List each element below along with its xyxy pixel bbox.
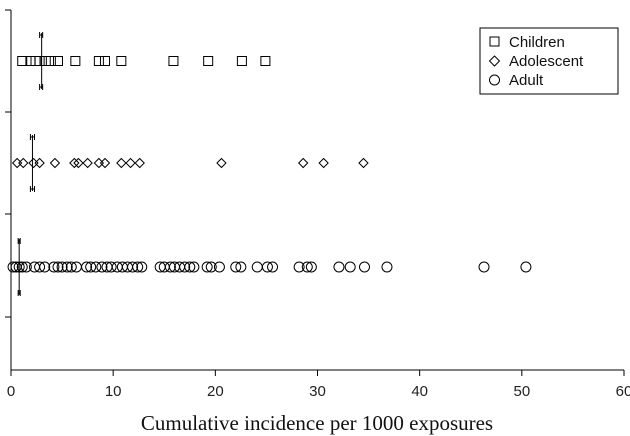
adolescent-data-point — [358, 157, 369, 169]
adult-data-point — [267, 261, 279, 273]
adult-data-point — [96, 261, 108, 273]
children-data-point — [116, 56, 127, 66]
adolescent-data-point — [11, 157, 23, 169]
adult-data-point — [132, 261, 144, 273]
adult-data-point — [127, 261, 139, 273]
legend-label-adult: Adult — [509, 72, 544, 89]
legend-item-children: Children — [489, 34, 565, 51]
adult-data-point — [358, 261, 370, 273]
children-data-point — [34, 56, 45, 66]
adult-data-point — [301, 261, 313, 273]
adult-data-point — [235, 261, 247, 273]
adult-data-point — [184, 261, 196, 273]
diamond-marker-icon — [488, 55, 501, 67]
adult-data-point — [65, 261, 77, 273]
adolescent-data-point — [73, 157, 84, 169]
children-data-point — [99, 56, 110, 66]
adult-data-point — [305, 261, 317, 273]
square-marker-icon — [489, 36, 500, 47]
plot-area: 0 10 20 30 40 50 60 — [5, 9, 630, 400]
adolescent-data-point — [125, 157, 136, 169]
x-tick-label: 20 — [207, 383, 224, 400]
adolescent-data-point — [93, 157, 105, 169]
adolescent-data-point — [297, 157, 309, 169]
legend-label-adolescent: Adolescent — [509, 53, 584, 70]
adult-data-point — [333, 261, 345, 273]
legend-label-children: Children — [509, 34, 565, 51]
adolescent-data-point — [34, 157, 45, 169]
adult-data-point — [179, 261, 191, 273]
adult-data-point — [261, 261, 273, 273]
adult-data-point — [56, 261, 68, 273]
children-data-point — [17, 56, 28, 66]
adult-data-point — [293, 261, 305, 273]
children-data-point — [93, 56, 104, 66]
children-data-point — [25, 56, 36, 66]
adult-data-point — [81, 261, 93, 273]
adult-data-point — [39, 261, 51, 273]
adult-data-point — [48, 261, 60, 273]
children-data-point — [45, 56, 56, 66]
adult-data-point — [520, 261, 532, 273]
adolescent-data-point — [18, 157, 29, 169]
adolescent-data-point — [99, 157, 111, 169]
x-tick-label: 30 — [309, 383, 326, 400]
x-axis-title: Cumulative incidence per 1000 exposures — [141, 411, 493, 435]
adult-data-point — [105, 261, 117, 273]
adult-data-point — [164, 261, 176, 273]
adult-data-point — [201, 261, 213, 273]
adult-data-point — [20, 261, 32, 273]
adolescent-data-point — [116, 157, 127, 169]
children-data-point — [52, 56, 63, 66]
adolescent-data-point — [49, 157, 61, 169]
adult-data-point — [34, 261, 46, 273]
circle-marker-icon — [489, 74, 500, 86]
adult-data-point — [478, 261, 490, 273]
legend-item-adult: Adult — [489, 72, 544, 89]
adult-data-point — [61, 261, 73, 273]
adult-data-point — [251, 261, 263, 273]
adult-data-point — [7, 261, 19, 273]
x-tick-label: 10 — [105, 383, 122, 400]
adult-data-point — [90, 261, 102, 273]
adult-data-point — [16, 261, 28, 273]
adult-data-point — [230, 261, 242, 273]
children-data-point — [260, 56, 271, 66]
children-data-point — [40, 56, 51, 66]
adolescent-data-point — [134, 157, 145, 169]
adult-data-point — [188, 261, 200, 273]
adolescent-data-point — [28, 157, 39, 169]
adult-data-point — [344, 261, 356, 273]
adult-data-point — [381, 261, 393, 273]
adult-data-point — [213, 261, 225, 273]
children-data-point — [70, 56, 81, 66]
x-tick-label: 60 — [616, 383, 630, 400]
x-tick-label: 40 — [411, 383, 428, 400]
adult-data-point — [205, 261, 217, 273]
adolescent-data-point — [69, 157, 80, 169]
children-data-point — [168, 56, 179, 66]
x-tick-label: 50 — [513, 383, 530, 400]
legend-item-adolescent: Adolescent — [488, 53, 584, 70]
adult-data-point — [52, 261, 64, 273]
legend: Children Adolescent Adult — [479, 27, 619, 95]
children-data-point — [236, 56, 247, 66]
adult-data-point — [85, 261, 97, 273]
adolescent-data-point — [82, 157, 93, 169]
adolescent-data-point — [318, 157, 329, 169]
legend-box — [479, 27, 619, 95]
x-tick-label: 0 — [7, 383, 15, 400]
children-data-point — [203, 56, 214, 66]
adolescent-data-point — [216, 157, 227, 169]
adult-data-point — [136, 261, 148, 273]
